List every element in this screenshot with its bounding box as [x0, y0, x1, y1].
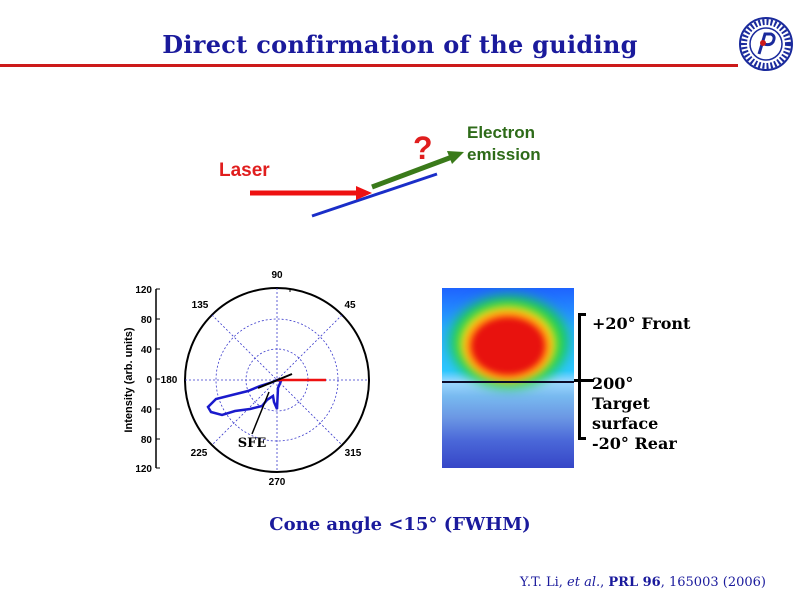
polar-grid	[184, 287, 370, 473]
citation-etal: et al.	[567, 575, 601, 590]
y-tick-label: 120	[135, 285, 152, 296]
label-200: 200°	[592, 374, 634, 393]
angle-bracket	[578, 313, 587, 440]
y-tick-label: 80	[141, 315, 153, 326]
sfe-pointer	[251, 391, 270, 435]
angle-label-135: 135	[192, 300, 209, 311]
citation-authors: Y.T. Li,	[519, 575, 568, 590]
citation: Y.T. Li, et al., PRL 96, 165003 (2006)	[519, 575, 766, 590]
electron-emission-arrow	[371, 154, 453, 190]
label-rear: -20° Rear	[592, 434, 677, 453]
citation-rest: , 165003 (2006)	[660, 575, 766, 590]
angle-label-270: 270	[269, 477, 286, 488]
bracket-bottom-tick	[578, 437, 586, 440]
emission-heatmap	[442, 288, 574, 468]
y-tick-label: 40	[141, 345, 153, 356]
slide-title: Direct confirmation of the guiding	[162, 30, 638, 59]
polar-plot: Intensity (arb. units) 120 80 40 0 40 80…	[123, 270, 370, 488]
electron-emission-label: Electron emission	[467, 122, 541, 166]
y-tick-label: 40	[141, 405, 153, 416]
target-surface-line	[311, 172, 438, 218]
heatmap-core-blob	[472, 318, 544, 374]
electron-distribution-curve	[206, 378, 283, 417]
label-surface: surface	[592, 414, 659, 433]
institute-logo	[739, 17, 793, 71]
laser-label: Laser	[219, 160, 270, 181]
y-tick-label: 120	[135, 464, 152, 475]
y-axis-ticks	[156, 288, 160, 469]
bracket-top-tick	[578, 313, 586, 316]
angle-label-45: 45	[344, 300, 356, 311]
electron-label-line1: Electron	[467, 123, 536, 142]
angle-label-315: 315	[345, 448, 362, 459]
y-tick-label: 0	[146, 375, 152, 386]
angle-label-180: 180	[161, 375, 178, 386]
electron-arrowhead	[447, 151, 464, 164]
y-tick-label: 80	[141, 435, 153, 446]
sfe-annotation: SFE	[238, 436, 267, 451]
question-mark: ?	[413, 130, 433, 166]
target-direction-line	[257, 373, 293, 389]
laser-arrowhead	[356, 186, 372, 200]
y-axis-label: Intensity (arb. units)	[123, 327, 135, 432]
title-divider	[0, 64, 738, 67]
heatmap-surface-line	[442, 381, 574, 383]
electron-label-line2: emission	[467, 145, 541, 164]
cone-angle-caption: Cone angle <15° (FWHM)	[0, 514, 800, 535]
angle-label-90: 90	[271, 270, 283, 281]
angle-label-225: 225	[191, 448, 208, 459]
cone-angle-text: Cone angle <15° (FWHM)	[269, 514, 531, 535]
label-front: +20° Front	[592, 314, 691, 333]
bracket-mid-tick	[574, 379, 594, 382]
citation-journal: PRL 96	[608, 575, 661, 590]
label-target: Target	[592, 394, 650, 413]
